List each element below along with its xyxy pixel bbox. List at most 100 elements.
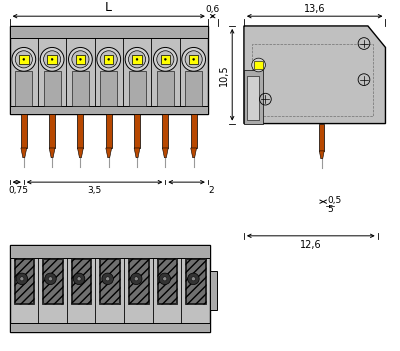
Bar bbox=[191, 114, 196, 148]
Bar bbox=[254, 61, 263, 69]
Circle shape bbox=[185, 51, 202, 68]
Circle shape bbox=[16, 273, 28, 285]
Polygon shape bbox=[78, 148, 83, 158]
Bar bbox=[100, 71, 117, 106]
Bar bbox=[247, 76, 258, 120]
Circle shape bbox=[102, 273, 114, 285]
Bar bbox=[10, 323, 210, 332]
Circle shape bbox=[163, 277, 167, 281]
Polygon shape bbox=[134, 148, 140, 158]
Bar bbox=[129, 259, 148, 303]
Circle shape bbox=[77, 277, 81, 281]
Bar bbox=[10, 245, 210, 332]
Bar bbox=[78, 114, 83, 148]
Circle shape bbox=[130, 273, 142, 285]
Bar bbox=[19, 55, 28, 64]
Bar bbox=[128, 71, 146, 106]
Circle shape bbox=[134, 277, 138, 281]
Circle shape bbox=[48, 277, 52, 281]
Text: 10,5: 10,5 bbox=[219, 64, 229, 86]
Circle shape bbox=[191, 277, 196, 281]
Bar bbox=[72, 71, 89, 106]
Bar bbox=[15, 71, 32, 106]
Bar bbox=[104, 55, 114, 64]
Circle shape bbox=[128, 51, 146, 68]
Circle shape bbox=[125, 47, 149, 71]
Circle shape bbox=[136, 58, 138, 60]
Text: 12,6: 12,6 bbox=[300, 240, 322, 250]
Bar bbox=[319, 124, 324, 151]
Bar bbox=[189, 55, 198, 64]
Circle shape bbox=[108, 58, 110, 60]
Bar bbox=[244, 70, 264, 124]
Bar bbox=[43, 259, 62, 303]
Circle shape bbox=[68, 47, 92, 71]
Bar bbox=[44, 71, 61, 106]
Circle shape bbox=[159, 273, 170, 285]
Bar bbox=[49, 114, 55, 148]
Bar bbox=[185, 71, 202, 106]
Polygon shape bbox=[49, 148, 55, 158]
Circle shape bbox=[12, 47, 36, 71]
Bar bbox=[156, 258, 177, 304]
Bar bbox=[10, 106, 208, 114]
Bar bbox=[14, 258, 34, 304]
Bar bbox=[157, 71, 174, 106]
Bar bbox=[10, 26, 208, 114]
Bar bbox=[132, 55, 142, 64]
Bar bbox=[42, 258, 63, 304]
Circle shape bbox=[193, 58, 195, 60]
Circle shape bbox=[15, 51, 32, 68]
Text: 13,6: 13,6 bbox=[304, 4, 326, 14]
Bar bbox=[48, 55, 57, 64]
Bar bbox=[10, 26, 208, 38]
Circle shape bbox=[100, 51, 117, 68]
Bar bbox=[210, 271, 216, 311]
Circle shape bbox=[20, 277, 24, 281]
Bar bbox=[158, 259, 176, 303]
Text: 0,6: 0,6 bbox=[206, 5, 220, 14]
Polygon shape bbox=[191, 148, 196, 158]
Circle shape bbox=[73, 273, 85, 285]
Polygon shape bbox=[162, 148, 168, 158]
Bar bbox=[134, 114, 140, 148]
Circle shape bbox=[182, 47, 206, 71]
Text: L: L bbox=[105, 1, 112, 14]
Polygon shape bbox=[244, 26, 386, 124]
Text: 3,5: 3,5 bbox=[88, 186, 102, 195]
Bar bbox=[76, 55, 85, 64]
Circle shape bbox=[51, 58, 53, 60]
Bar bbox=[72, 259, 90, 303]
Bar bbox=[252, 45, 373, 116]
Bar bbox=[161, 55, 170, 64]
Circle shape bbox=[80, 58, 81, 60]
Bar bbox=[15, 259, 33, 303]
Circle shape bbox=[45, 273, 56, 285]
Circle shape bbox=[188, 273, 199, 285]
Bar bbox=[128, 258, 148, 304]
Bar bbox=[100, 259, 119, 303]
Circle shape bbox=[154, 47, 177, 71]
Text: 0,5: 0,5 bbox=[327, 196, 341, 205]
Bar bbox=[71, 258, 92, 304]
Circle shape bbox=[157, 51, 174, 68]
Text: 0,75: 0,75 bbox=[9, 186, 29, 195]
Bar bbox=[100, 258, 120, 304]
Circle shape bbox=[252, 58, 266, 72]
Text: 2: 2 bbox=[209, 186, 214, 195]
Bar bbox=[186, 259, 205, 303]
Bar bbox=[185, 258, 206, 304]
Polygon shape bbox=[106, 148, 112, 158]
Circle shape bbox=[40, 47, 64, 71]
Circle shape bbox=[164, 58, 166, 60]
Bar bbox=[162, 114, 168, 148]
Bar bbox=[21, 114, 27, 148]
Bar bbox=[106, 114, 112, 148]
Circle shape bbox=[23, 58, 25, 60]
Polygon shape bbox=[319, 151, 324, 159]
Circle shape bbox=[44, 51, 61, 68]
Circle shape bbox=[97, 47, 121, 71]
Bar bbox=[10, 245, 210, 258]
Circle shape bbox=[106, 277, 110, 281]
Circle shape bbox=[72, 51, 89, 68]
